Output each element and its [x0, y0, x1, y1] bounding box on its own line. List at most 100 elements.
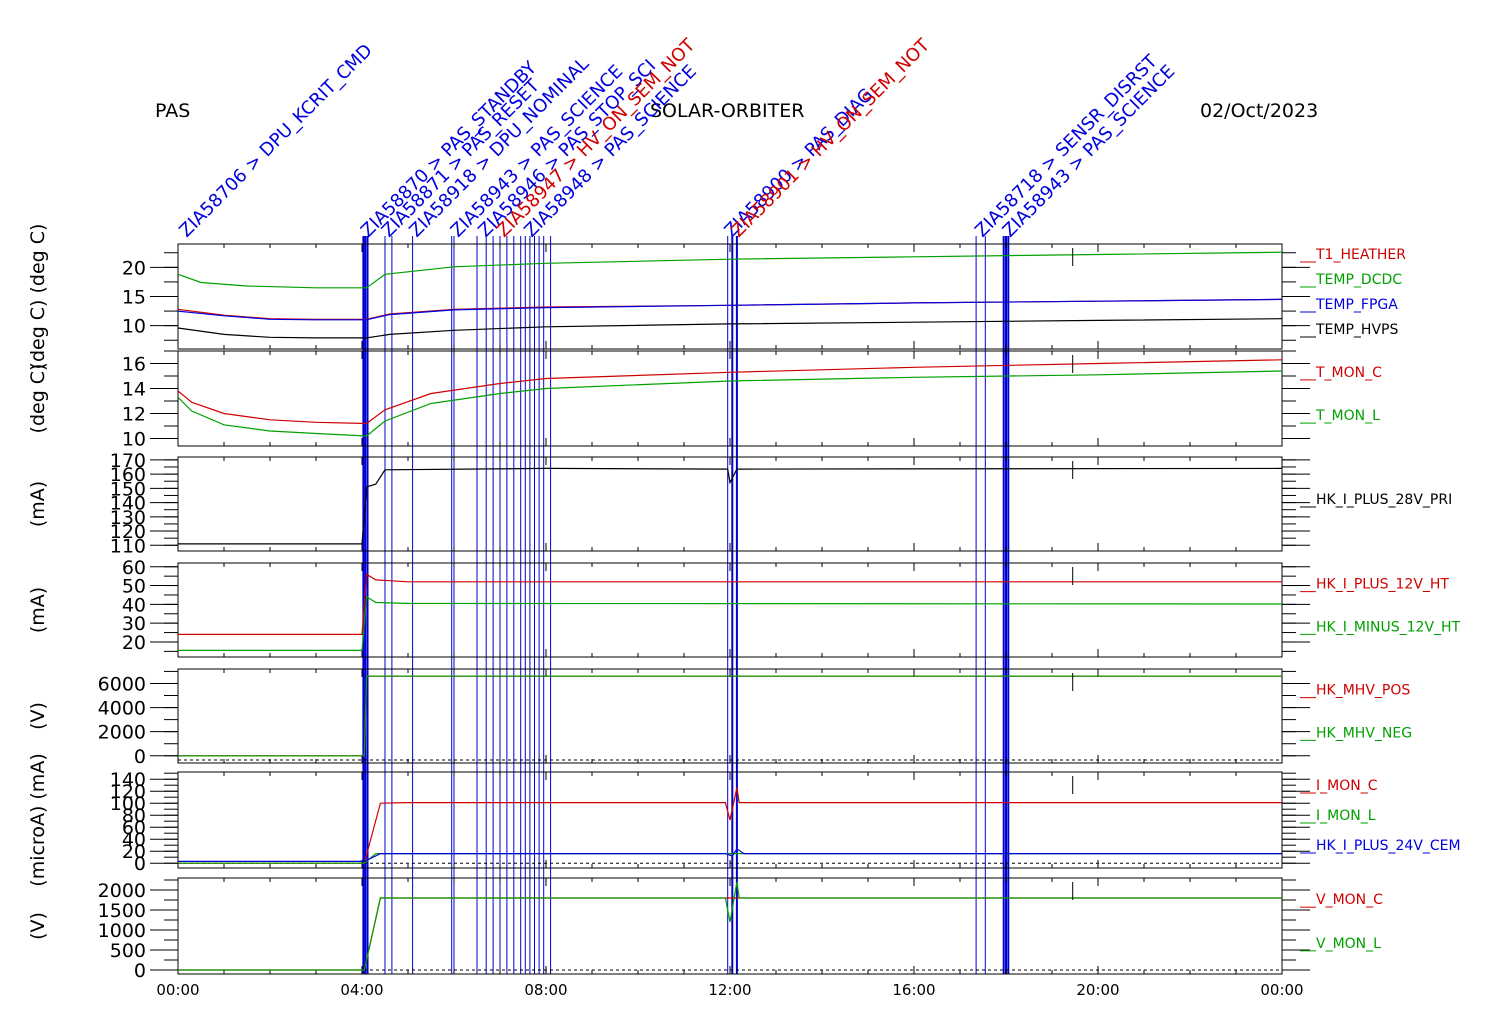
legend-label: TEMP_FPGA: [1315, 297, 1398, 313]
panel-2: 10 12 14 16 (deg C) T_MON_C T_MON_L: [27, 350, 1382, 451]
series-line-hk_i_plus_24v_cem: [178, 847, 1282, 863]
legend-label: V_MON_C: [1316, 892, 1383, 908]
y-tick-label: 40: [122, 829, 146, 851]
y-axis-label: (deg C): [27, 364, 49, 434]
x-tick-label: 08:00: [524, 981, 567, 999]
series-line-hk_i_minus_12v_ht: [178, 595, 1283, 652]
legend-label: TEMP_DCDC: [1315, 272, 1402, 288]
x-tick-label: 20:00: [1076, 981, 1119, 999]
y-tick-label: 110: [110, 535, 146, 557]
y-tick-label: 4000: [98, 698, 146, 720]
event-label: ZIA58943 > PAS_SCIENCE: [999, 61, 1180, 242]
series-line-temp_fpga: [177, 298, 1283, 321]
y-tick-label: 140: [110, 769, 146, 791]
y-tick-label: 40: [122, 594, 146, 616]
event-label: ZIA58718 > SENSR_DISRST: [971, 50, 1162, 241]
y-tick-label: 160: [110, 464, 146, 486]
y-tick-label: 150: [110, 478, 146, 500]
series-line-hk_mhv_neg: [178, 675, 1282, 757]
y-tick-label: 130: [110, 507, 146, 529]
panel-frame: [177, 350, 1283, 447]
series-line-t_mon_c: [177, 359, 1283, 425]
y-axis-label: (V): [27, 702, 49, 730]
y-tick-label: 50: [122, 576, 146, 598]
chart-header: PAS SOLAR-ORBITER 02/Oct/2023: [155, 100, 1318, 122]
x-tick-label: 16:00: [892, 981, 935, 999]
legend-label: HK_MHV_NEG: [1316, 725, 1412, 741]
event-lines: [362, 236, 1010, 974]
y-tick-label: 15: [122, 287, 146, 309]
y-tick-label: 1500: [98, 900, 146, 922]
y-tick-label: 20: [122, 632, 146, 654]
y-tick-label: 30: [122, 613, 146, 635]
legend-label: HK_I_PLUS_12V_HT: [1316, 577, 1449, 593]
series-line-hk_i_plus_28v_pri: [178, 467, 1283, 545]
x-tick-label: 04:00: [340, 981, 383, 999]
x-tick-label: 00:00: [156, 981, 199, 999]
panel-frame: [177, 877, 1283, 975]
y-tick-label: 10: [122, 316, 146, 338]
panel-frame: [177, 668, 1283, 764]
x-tick-label: 00:00: [1260, 981, 1303, 999]
y-axis-label: (mA): [27, 587, 49, 633]
y-tick-label: 16: [122, 354, 146, 376]
y-tick-label: 120: [110, 521, 146, 543]
legend-label: I_MON_L: [1316, 808, 1376, 824]
y-tick-label: 0: [134, 960, 146, 982]
y-axis-label: (V): [27, 912, 49, 940]
y-tick-label: 10: [122, 429, 146, 451]
y-tick-label: 0: [134, 746, 146, 768]
y-tick-label: 2000: [98, 722, 146, 744]
panel-frame: [177, 456, 1283, 552]
y-tick-label: 12: [122, 404, 146, 426]
panel-frame: [177, 562, 1283, 658]
legend-label: TEMP_HVPS: [1315, 322, 1398, 338]
legend-label: HK_I_PLUS_24V_CEM: [1316, 838, 1461, 854]
legend-label: I_MON_C: [1316, 778, 1378, 794]
x-tick-label: 12:00: [708, 981, 751, 999]
y-axis-label: (deg C) (deg C): [27, 224, 49, 370]
series-line-v_mon_c: [178, 897, 1282, 971]
y-tick-label: 140: [110, 493, 146, 515]
y-axis-label: (mA): [27, 481, 49, 527]
legend-label: V_MON_L: [1316, 936, 1381, 952]
header-mission: SOLAR-ORBITER: [650, 100, 804, 122]
y-tick-label: 170: [110, 450, 146, 472]
y-tick-label: 80: [122, 805, 146, 827]
legend-label: T_MON_L: [1315, 408, 1380, 424]
header-instrument: PAS: [155, 100, 190, 122]
series-line-hk_mhv_pos: [178, 675, 1282, 757]
y-tick-label: 6000: [98, 673, 146, 695]
y-tick-label: 100: [110, 793, 146, 815]
legend-label: HK_I_PLUS_28V_PRI: [1316, 492, 1452, 508]
series-line-t_mon_l: [177, 370, 1283, 437]
series-line-i_mon_c: [178, 787, 1282, 864]
y-tick-label: 2000: [98, 880, 146, 902]
y-tick-label: 1000: [98, 920, 146, 942]
y-tick-label: 20: [122, 257, 146, 279]
y-axis-label: (microA) (mA): [27, 753, 49, 886]
x-axis: 00:00 04:00 08:00 12:00 16:00 20:00 00:00: [156, 981, 1303, 999]
series-line-t1_heather: [177, 298, 1283, 320]
y-tick-label: 60: [122, 557, 146, 579]
y-tick-label: 60: [122, 817, 146, 839]
legend-label: T_MON_C: [1315, 365, 1382, 381]
y-tick-label: 0: [134, 853, 146, 875]
panel-1: 10 15 20 (deg C) (deg C) T1_HEATHER TEMP_DCDC…: [27, 224, 1406, 370]
y-tick-label: 120: [110, 781, 146, 803]
legend-label: T1_HEATHER: [1315, 247, 1406, 263]
y-tick-label: 14: [122, 379, 146, 401]
panels: 10 15 20 (deg C) (deg C) T1_HEATHER TEMP_DCDC…: [27, 224, 1461, 982]
event-label: ZIA58706 > DPU_KCRIT_CMD: [175, 40, 376, 241]
series-line-hk_i_plus_12v_ht: [178, 573, 1282, 636]
legend-label: HK_I_MINUS_12V_HT: [1316, 619, 1461, 635]
event-label: ZIA58901 > HV_ON_SEM_NOT: [727, 34, 934, 241]
header-date: 02/Oct/2023: [1200, 100, 1318, 122]
